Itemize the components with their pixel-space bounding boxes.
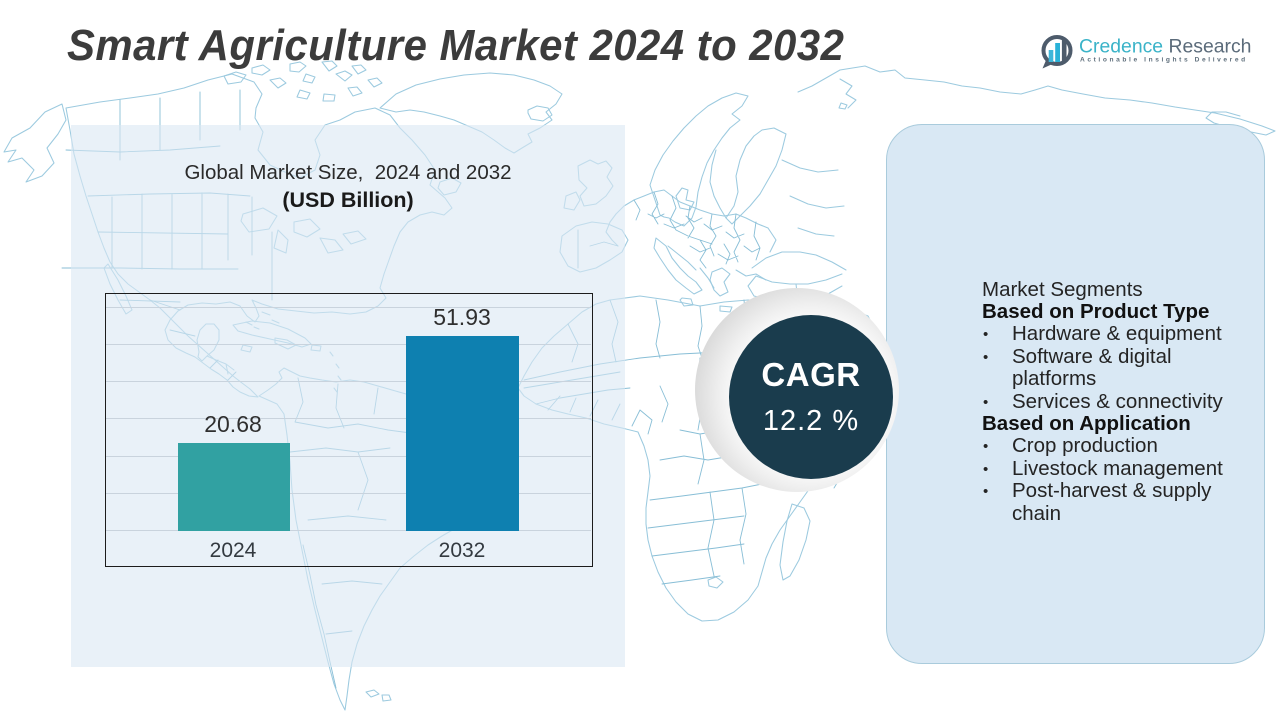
svg-text:Credence Research: Credence Research xyxy=(1079,36,1251,58)
svg-text:Actionable Insights Delivered: Actionable Insights Delivered xyxy=(1080,57,1248,64)
